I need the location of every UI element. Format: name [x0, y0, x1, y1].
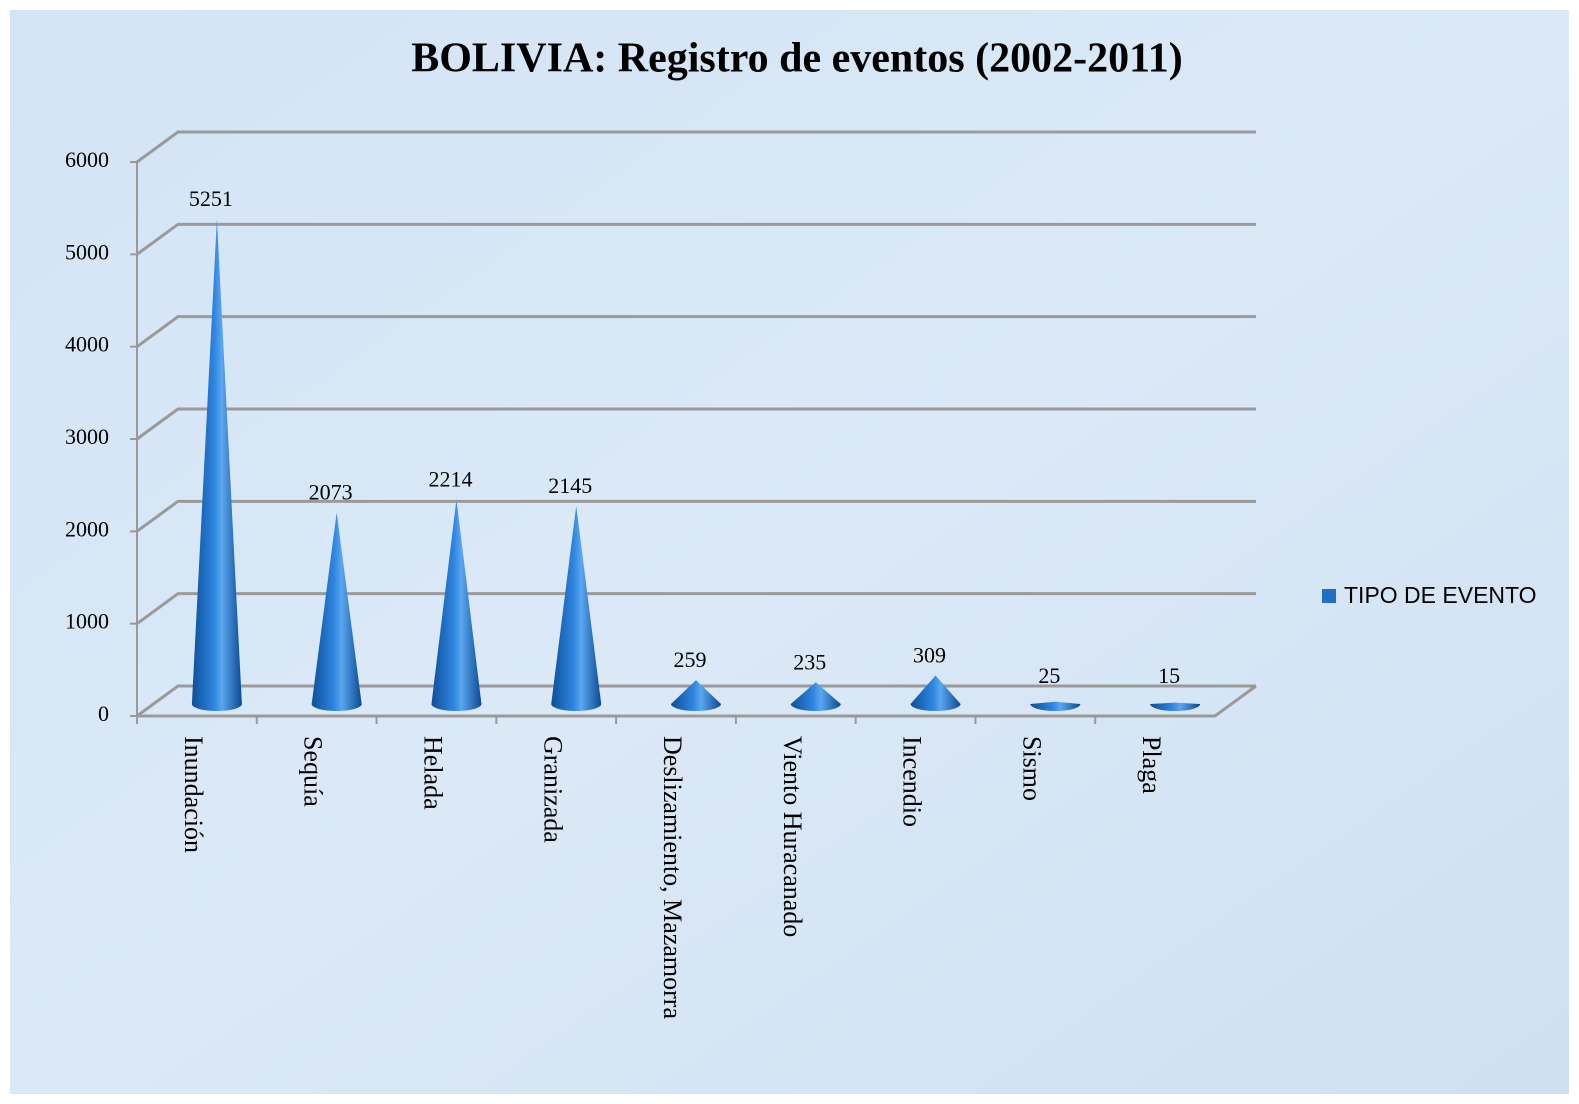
x-tick-label: Viento Huracanado [778, 736, 807, 937]
cone-body [790, 682, 841, 712]
y-tick-label: 0 [98, 701, 109, 726]
x-tick-label: Sequía [299, 736, 328, 807]
cone-body [311, 512, 362, 712]
cone-body [551, 505, 602, 712]
cone-body [191, 219, 242, 712]
x-tick-label: Deslizamiento, Mazamorra [658, 736, 687, 1019]
value-label: 2145 [548, 473, 592, 498]
cone [431, 499, 482, 712]
cone-body [431, 499, 482, 712]
value-label: 235 [793, 649, 826, 674]
grid-line [136, 499, 1256, 533]
grid-line [136, 315, 1256, 348]
cone [790, 682, 841, 712]
value-label: 309 [913, 643, 946, 668]
chart-title: BOLIVIA: Registro de eventos (2002-2011) [411, 36, 1183, 82]
cone [910, 675, 961, 712]
x-tick-label: Plaga [1137, 736, 1166, 794]
x-tick-label: Sismo [1017, 736, 1046, 801]
grid-line [136, 222, 1256, 256]
cone [191, 219, 242, 712]
cone [671, 680, 721, 711]
grid-line [136, 592, 1256, 625]
value-label: 5251 [189, 186, 233, 211]
legend-swatch [1322, 589, 1336, 603]
y-tick-label: 4000 [65, 332, 109, 357]
x-tick-label: Inundación [179, 736, 208, 853]
cone-body [910, 675, 961, 712]
cone [1030, 701, 1081, 712]
x-tick-label: Granizada [538, 736, 567, 843]
grid-line [136, 407, 1256, 441]
y-tick-label: 6000 [65, 147, 109, 172]
y-tick-label: 3000 [65, 424, 109, 449]
legend-label: TIPO DE EVENTO [1344, 582, 1537, 608]
value-label: 25 [1038, 663, 1060, 688]
value-label: 2214 [428, 467, 472, 492]
x-tick-label: Helada [418, 736, 447, 810]
value-label: 2073 [309, 480, 353, 505]
plot-background [10, 10, 1569, 1094]
grid-line [136, 684, 1256, 718]
y-tick-label: 2000 [65, 516, 109, 541]
cone [551, 505, 602, 712]
value-label: 15 [1158, 663, 1180, 688]
cone-body [1030, 701, 1081, 712]
grid-line [136, 130, 1256, 164]
cone [311, 512, 362, 712]
value-label: 259 [674, 647, 707, 672]
x-tick-label: Incendio [898, 736, 927, 827]
y-tick-label: 5000 [65, 239, 109, 264]
cone-body [671, 680, 721, 711]
cone [1150, 702, 1201, 712]
y-tick-label: 1000 [65, 609, 109, 634]
cone-body [1150, 702, 1201, 712]
